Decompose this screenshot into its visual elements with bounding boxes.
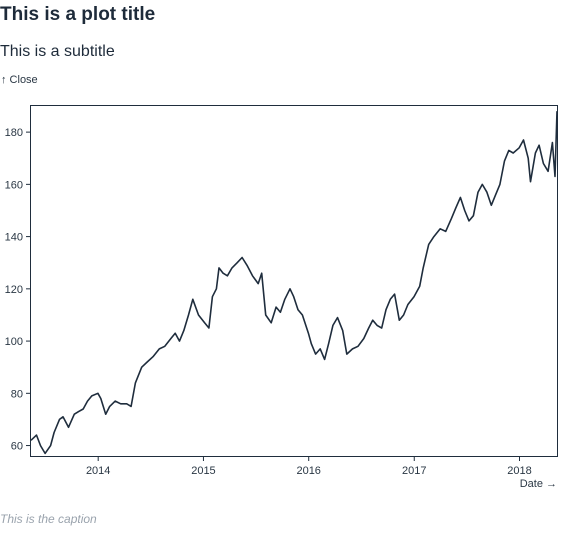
plot-caption: This is the caption xyxy=(0,512,97,526)
x-tick-label: 2016 xyxy=(296,465,320,477)
y-tick-label: 140 xyxy=(5,232,23,244)
plot-subtitle: This is a subtitle xyxy=(0,43,115,60)
y-tick-label: 160 xyxy=(5,179,23,191)
y-axis: 60 80 100 120 140 160 180 xyxy=(5,127,31,453)
series-layer xyxy=(30,111,558,455)
close-price-line xyxy=(30,111,558,455)
x-tick-label: 2018 xyxy=(507,465,531,477)
y-tick-label: 80 xyxy=(11,388,23,400)
x-tick-label: 2017 xyxy=(402,465,426,477)
y-axis-label: ↑ Close xyxy=(1,74,38,86)
plot-frame xyxy=(30,105,558,457)
y-tick-label: 60 xyxy=(11,441,23,453)
y-tick-label: 100 xyxy=(5,336,23,348)
x-axis-label: Date → xyxy=(520,478,557,490)
y-tick-label: 120 xyxy=(5,284,23,296)
x-tick-label: 2014 xyxy=(86,465,110,477)
line-chart: 60 80 100 120 140 160 180 2014 2015 2016 2017 2018… xyxy=(5,105,558,490)
y-tick-label: 180 xyxy=(5,127,23,139)
plot-title: This is a plot title xyxy=(0,4,156,25)
x-tick-label: 2015 xyxy=(191,465,215,477)
x-axis: 2014 2015 2016 2017 2018 xyxy=(86,456,532,477)
